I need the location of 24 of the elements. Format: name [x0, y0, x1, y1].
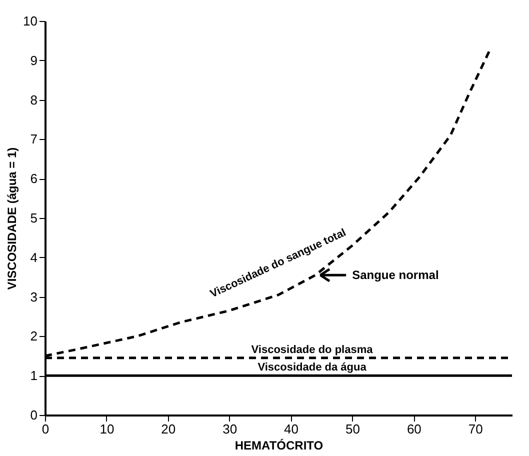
- x-tick-label: 10: [100, 422, 114, 436]
- y-tick-label: 10: [23, 14, 38, 28]
- x-tick-label: 70: [468, 422, 483, 436]
- y-tick-label: 8: [30, 92, 38, 108]
- y-tick-label: 3: [30, 289, 38, 304]
- y-tick-label: 9: [30, 52, 38, 68]
- x-tick-label: 20: [161, 422, 176, 436]
- y-tick-label: 7: [30, 132, 38, 147]
- y-tick-label: 5: [30, 210, 38, 226]
- y-tick-label: 2: [30, 328, 38, 344]
- x-tick-label: 50: [346, 422, 360, 436]
- series-label: Viscosidade da água: [258, 362, 368, 374]
- y-axis-title: VISCOSIDADE (água = 1): [5, 147, 20, 290]
- y-tick-label: 0: [30, 408, 38, 422]
- x-axis-title: HEMATÓCRITO: [234, 438, 324, 452]
- series-label: Viscosidade do plasma: [251, 344, 374, 356]
- x-tick-label: 40: [284, 422, 299, 436]
- x-tick-label: 60: [406, 422, 422, 436]
- x-tick-label: 0: [42, 422, 50, 436]
- annotation: Sangue normal: [352, 268, 439, 282]
- y-tick-label: 1: [30, 368, 38, 384]
- y-tick-label: 4: [30, 250, 38, 265]
- y-tick-label: 6: [30, 171, 38, 186]
- x-tick-label: 30: [222, 422, 238, 436]
